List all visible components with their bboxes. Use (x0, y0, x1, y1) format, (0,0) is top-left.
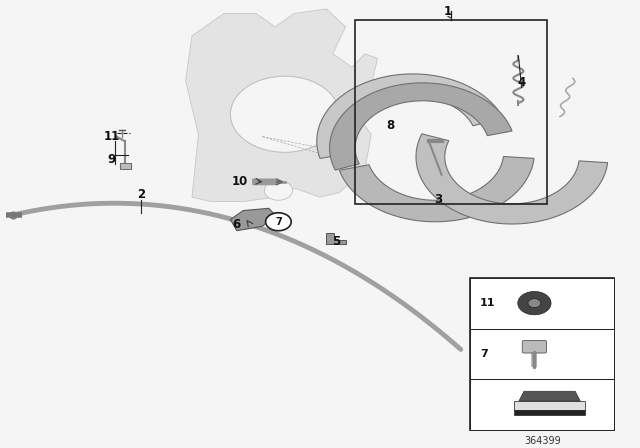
Text: 6: 6 (233, 217, 241, 231)
Polygon shape (416, 134, 607, 224)
Bar (470, 278, 614, 430)
Text: 364399: 364399 (524, 436, 561, 446)
Text: 1: 1 (444, 4, 452, 18)
Wedge shape (518, 292, 551, 315)
Bar (355, 20, 547, 204)
Polygon shape (120, 164, 131, 168)
Bar (120, 163, 131, 169)
Circle shape (266, 213, 291, 231)
FancyBboxPatch shape (522, 340, 547, 353)
Polygon shape (326, 233, 346, 244)
Text: 10: 10 (232, 175, 248, 188)
Polygon shape (515, 401, 585, 410)
Text: 11: 11 (104, 130, 120, 143)
Bar (470, 328, 614, 379)
Polygon shape (186, 9, 378, 202)
Text: 4: 4 (518, 76, 525, 90)
Text: 5: 5 (332, 235, 340, 249)
Polygon shape (519, 391, 580, 401)
Text: 8: 8 (387, 119, 394, 132)
Polygon shape (330, 83, 512, 170)
Text: 11: 11 (480, 298, 495, 308)
Text: 7: 7 (480, 349, 488, 359)
Circle shape (230, 76, 339, 152)
Text: 3: 3 (435, 193, 442, 206)
Circle shape (264, 181, 292, 200)
Text: 7: 7 (275, 217, 282, 227)
Polygon shape (515, 410, 585, 415)
Text: 9: 9 (108, 152, 116, 166)
Bar (470, 379, 614, 430)
Polygon shape (230, 208, 275, 231)
Polygon shape (253, 179, 282, 185)
Polygon shape (339, 156, 534, 222)
Polygon shape (317, 74, 503, 159)
Text: 2: 2 (137, 188, 145, 202)
Circle shape (528, 299, 541, 308)
Bar (470, 278, 614, 328)
